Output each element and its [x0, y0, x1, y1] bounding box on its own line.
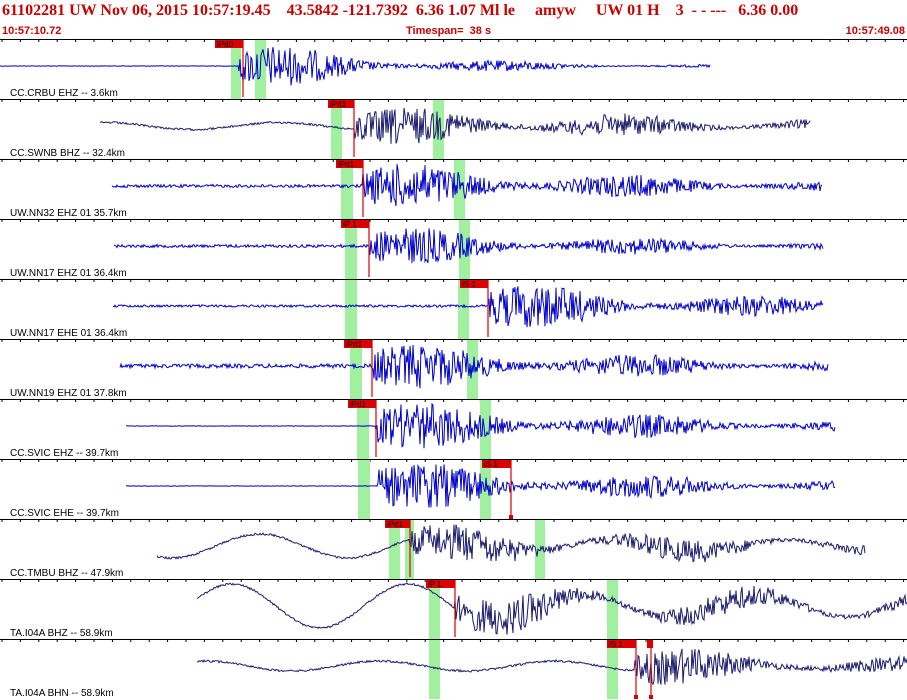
waveform-trace — [197, 648, 907, 686]
waveform-panel[interactable]: iS 1 TA.I04A BHN -- 58.9km — [0, 639, 907, 699]
waveform-trace — [156, 524, 866, 563]
pick-flag[interactable] — [336, 160, 363, 168]
pick-label: iP 1 — [428, 580, 442, 589]
pick-label: iPd1 — [338, 160, 355, 169]
waveform-panel[interactable]: iS 1 UW.NN17 EHE 01 36.4km — [0, 279, 907, 339]
pick-flag[interactable] — [647, 640, 653, 648]
waveform-panel[interactable]: iS 1 CC.SVIC EHE -- 39.7km — [0, 459, 907, 519]
pick-window — [480, 400, 491, 459]
pick-flag[interactable] — [215, 40, 243, 48]
pick-flag[interactable] — [385, 520, 410, 528]
seismogram-stack: iPd0 CC.CRBU EHZ -- 3.6km iPd1 CC.SWNB BHZ … — [0, 39, 907, 699]
channel-label: CC.SWNB BHZ -- 32.4km — [10, 148, 125, 159]
channel-label: UW.NN32 EHZ 01 35.7km — [10, 208, 127, 219]
pick-label: iPd1 — [387, 520, 404, 529]
event-summary: 61102281 UW Nov 06, 2015 10:57:19.45 43.… — [2, 2, 799, 19]
pick-flag[interactable] — [482, 460, 511, 468]
pick-label: iPd1 — [330, 100, 347, 109]
waveform-panel[interactable]: iPd1 UW.NN32 EHZ 01 35.7km — [0, 159, 907, 219]
pick-window — [357, 400, 369, 459]
pick-window — [458, 280, 469, 339]
pick-flag[interactable] — [607, 640, 636, 648]
pick-window — [459, 220, 470, 279]
pick-end-marker — [649, 695, 653, 699]
waveform-panels: iPd0 CC.CRBU EHZ -- 3.6km iPd1 CC.SWNB BHZ … — [0, 39, 907, 700]
waveform-trace — [196, 582, 907, 635]
pick-end-marker — [509, 515, 513, 519]
pick-label: iPd0 — [217, 40, 234, 49]
end-time: 10:57:49.08 — [845, 25, 905, 37]
channel-label: UW.NN19 EHZ 01 37.8km — [10, 388, 127, 399]
waveform-trace — [100, 107, 811, 144]
pick-flag[interactable] — [426, 580, 455, 588]
waveform-panel[interactable]: iPd0 CC.CRBU EHZ -- 3.6km — [0, 39, 907, 99]
pick-window — [231, 40, 241, 99]
channel-label: CC.SVIC EHZ -- 39.7km — [10, 448, 118, 459]
channel-label: CC.CRBU EHZ -- 3.6km — [10, 88, 118, 99]
waveform-panel[interactable]: iPd1 UW.NN19 EHZ 01 37.8km — [0, 339, 907, 399]
channel-label: TA.I04A BHN -- 58.9km — [10, 688, 114, 699]
pick-label: iP 1 — [343, 220, 357, 229]
pick-label: iS 1 — [609, 640, 623, 649]
waveform-panel[interactable]: iPd1 CC.SVIC EHZ -- 39.7km — [0, 399, 907, 459]
waveform-trace — [0, 47, 711, 86]
pick-window — [331, 100, 342, 159]
waveform-panel[interactable]: iPd1 CC.SWNB BHZ -- 32.4km — [0, 99, 907, 159]
pick-window — [429, 640, 440, 699]
timespan-label: Timespan= 38 s — [406, 25, 492, 37]
waveform-trace — [119, 344, 829, 389]
pick-flag[interactable] — [328, 100, 354, 108]
pick-window — [341, 160, 353, 219]
pick-label: iPd1 — [346, 340, 363, 349]
pick-window — [358, 460, 370, 519]
pick-flag[interactable] — [344, 340, 372, 348]
pick-label: iS 1 — [484, 460, 498, 469]
waveform-trace — [112, 286, 824, 328]
waveform-trace — [125, 464, 835, 508]
channel-label: CC.TMBU BHZ -- 47.9km — [10, 568, 123, 579]
pick-label: iPd1 — [350, 400, 367, 409]
pick-window — [350, 340, 362, 399]
waveform-panel[interactable]: iP 1 TA.I04A BHZ -- 58.9km — [0, 579, 907, 639]
pick-label: iS 1 — [462, 280, 476, 289]
channel-label: UW.NN17 EHE 01 36.4km — [10, 328, 127, 339]
waveform-panel[interactable]: iPd1 CC.TMBU BHZ -- 47.9km — [0, 519, 907, 579]
event-header: 61102281 UW Nov 06, 2015 10:57:19.45 43.… — [0, 0, 907, 39]
pick-flag[interactable] — [460, 280, 488, 288]
channel-label: UW.NN17 EHZ 01 36.4km — [10, 268, 127, 279]
pick-window — [454, 160, 465, 219]
pick-end-marker — [634, 695, 638, 699]
pick-window — [607, 640, 618, 699]
pick-flag[interactable] — [348, 400, 376, 408]
pick-window — [607, 580, 618, 639]
pick-window — [389, 520, 400, 579]
channel-label: CC.SVIC EHE -- 39.7km — [10, 508, 119, 519]
channel-label: TA.I04A BHZ -- 58.9km — [10, 628, 113, 639]
waveform-trace — [111, 164, 823, 207]
waveform-trace — [126, 402, 836, 449]
waveform-trace — [113, 228, 824, 264]
start-time: 10:57:10.72 — [2, 25, 62, 37]
pick-window — [345, 280, 357, 339]
pick-flag[interactable] — [341, 220, 369, 228]
pick-window — [429, 580, 440, 639]
waveform-panel[interactable]: iP 1 UW.NN17 EHZ 01 36.4km — [0, 219, 907, 279]
pick-window — [345, 220, 357, 279]
